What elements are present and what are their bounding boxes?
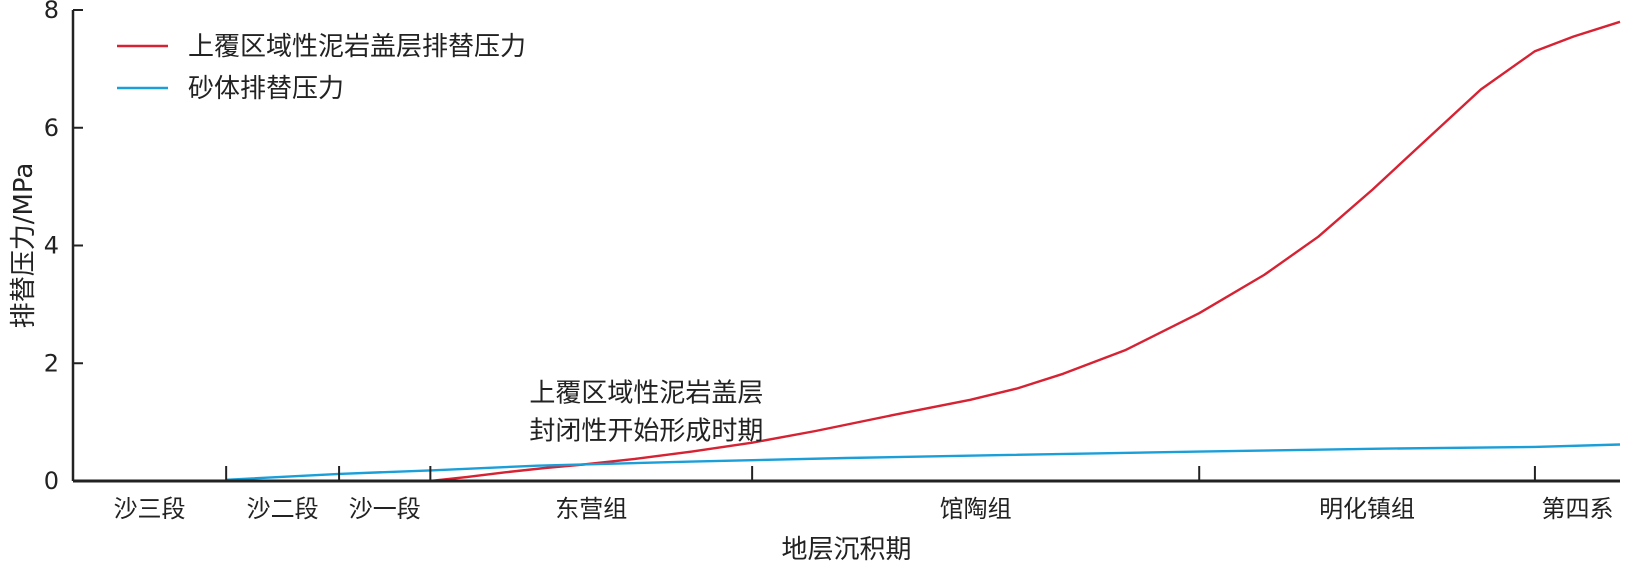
y-tick-label: 8 [44, 0, 59, 24]
legend-label-2: 砂体排替压力 [188, 74, 344, 104]
series-line-2 [226, 443, 1621, 481]
x-axis-title: 地层沉积期 [781, 535, 911, 563]
annotation-line-1: 上覆区域性泥岩盖层 [529, 379, 763, 409]
y-tick-label: 4 [44, 232, 59, 260]
y-tick-label: 6 [44, 114, 59, 142]
x-category-label: 沙二段 [247, 495, 319, 523]
x-category-label: 明化镇组 [1319, 495, 1415, 523]
series-line-1 [430, 20, 1621, 483]
axes: 0 2 4 6 8 沙三段 沙二段 沙一段 东营组 馆陶组 明化镇组 第四系 [44, 0, 1620, 523]
legend-label-1: 上覆区域性泥岩盖层排替压力 [188, 32, 526, 62]
annotation-line-2: 封闭性开始形成时期 [529, 417, 763, 447]
y-tick-label: 0 [44, 467, 59, 495]
y-tick-label: 2 [44, 349, 59, 377]
x-category-label: 沙三段 [114, 495, 186, 523]
series-layer [226, 20, 1621, 483]
x-category-label: 沙一段 [349, 495, 421, 523]
x-category-label: 东营组 [555, 495, 627, 523]
x-category-label: 馆陶组 [940, 495, 1012, 523]
y-axis-title: 排替压力/MPa [9, 163, 39, 329]
x-category-label: 第四系 [1541, 495, 1613, 523]
